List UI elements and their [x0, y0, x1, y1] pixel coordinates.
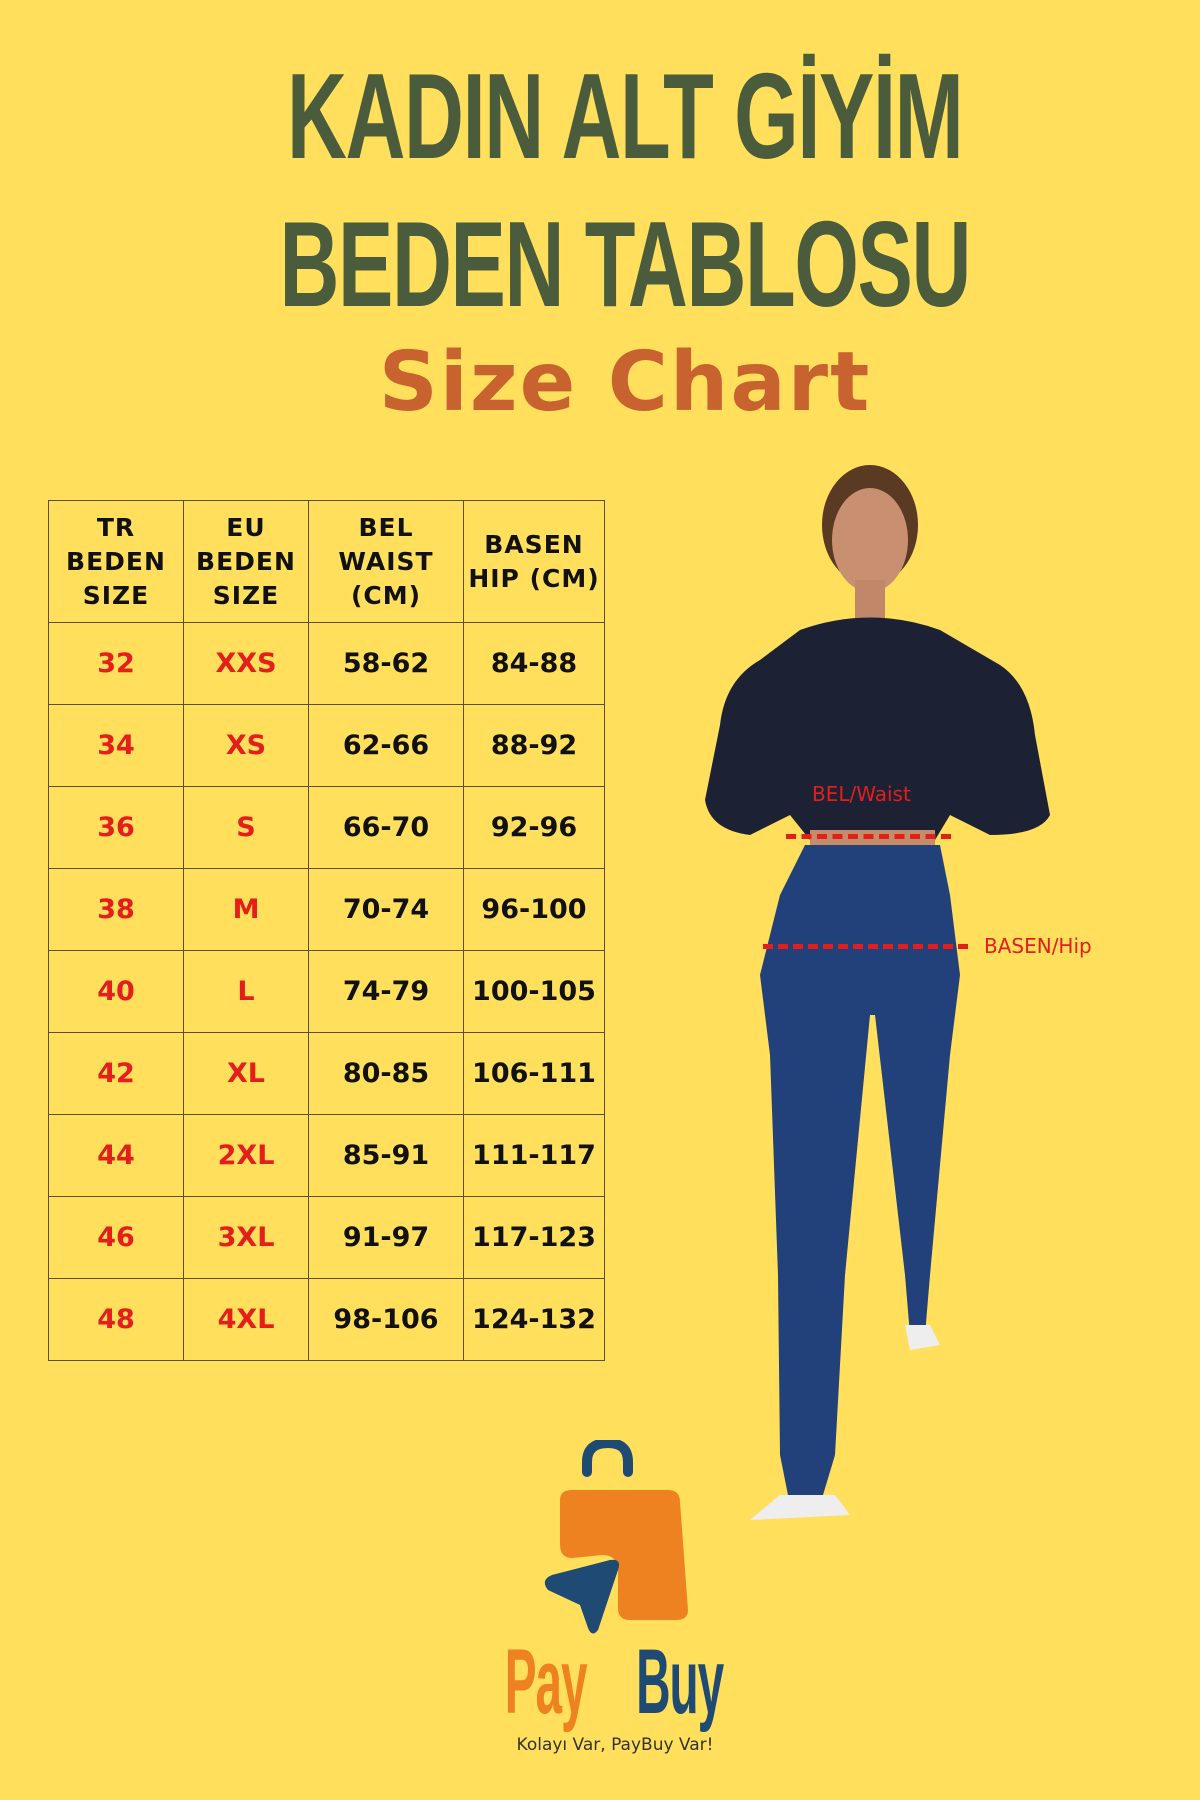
column-header: EU BEDEN SIZE — [183, 500, 309, 623]
brand-name: Pay Buy — [505, 1631, 725, 1733]
hoodie — [705, 617, 1050, 840]
column-header-line: SIZE — [212, 580, 280, 610]
table-cell: 40 — [48, 950, 184, 1033]
table-row: 34 XS 62-66 88-92 — [48, 704, 605, 787]
table-cell: 70-74 — [308, 868, 464, 951]
table-row: 44 2XL 85-91 111-117 — [48, 1114, 605, 1197]
column-header-line: EU — [226, 512, 266, 542]
jeans — [760, 845, 960, 1505]
table-cell: XL — [183, 1032, 309, 1115]
table-cell: 80-85 — [308, 1032, 464, 1115]
table-cell: 4XL — [183, 1278, 309, 1361]
table-cell: 106-111 — [463, 1032, 605, 1115]
shoes — [750, 1325, 940, 1520]
table-cell: 88-92 — [463, 704, 605, 787]
table-row: 46 3XL 91-97 117-123 — [48, 1196, 605, 1279]
table-cell: 96-100 — [463, 868, 605, 951]
table-cell: 74-79 — [308, 950, 464, 1033]
table-row: 38 M 70-74 96-100 — [48, 868, 605, 951]
hip-line — [763, 944, 968, 949]
table-row: 40 L 74-79 100-105 — [48, 950, 605, 1033]
table-row: 48 4XL 98-106 124-132 — [48, 1278, 605, 1361]
table-cell: L — [183, 950, 309, 1033]
waist-label: BEL/Waist — [812, 782, 911, 806]
waist-line — [786, 834, 951, 839]
brand-tagline: Kolayı Var, PayBuy Var! — [516, 1735, 714, 1755]
column-header-line: SIZE — [82, 580, 150, 610]
table-row: 32 XXS 58-62 84-88 — [48, 622, 605, 705]
column-header-line: HIP (CM) — [468, 563, 600, 593]
table-cell: 36 — [48, 786, 184, 869]
column-header: TR BEDEN SIZE — [48, 500, 184, 623]
paybuy-logo-icon — [544, 1440, 688, 1634]
title-line-2: BEDEN TABLOSU — [279, 196, 972, 332]
column-header-line: BEDEN — [196, 546, 296, 576]
table-cell: 34 — [48, 704, 184, 787]
table-cell: XS — [183, 704, 309, 787]
table-cell: 84-88 — [463, 622, 605, 705]
column-header: BEL WAIST (CM) — [308, 500, 464, 623]
table-cell: 62-66 — [308, 704, 464, 787]
table-cell: 85-91 — [308, 1114, 464, 1197]
table-cell: 92-96 — [463, 786, 605, 869]
column-header-line: (CM) — [350, 580, 422, 610]
table-cell: 2XL — [183, 1114, 309, 1197]
table-cell: 66-70 — [308, 786, 464, 869]
table-cell: 32 — [48, 622, 184, 705]
table-cell: 42 — [48, 1032, 184, 1115]
hip-label: BASEN/Hip — [984, 934, 1092, 958]
table-cell: 58-62 — [308, 622, 464, 705]
table-cell: 38 — [48, 868, 184, 951]
table-cell: 117-123 — [463, 1196, 605, 1279]
table-row: 42 XL 80-85 106-111 — [48, 1032, 605, 1115]
table-cell: 48 — [48, 1278, 184, 1361]
table-cell: M — [183, 868, 309, 951]
table-cell: XXS — [183, 622, 309, 705]
table-header-row: TR BEDEN SIZE EU BEDEN SIZE BEL WAIST (CM) BASEN H… — [48, 500, 605, 623]
model-image — [705, 465, 1050, 1520]
column-header-line: WAIST — [338, 546, 434, 576]
table-cell: 98-106 — [308, 1278, 464, 1361]
column-header: BASEN HIP (CM) — [463, 500, 605, 623]
table-cell: 46 — [48, 1196, 184, 1279]
table-row: 36 S 66-70 92-96 — [48, 786, 605, 869]
subtitle: Size Chart — [378, 335, 872, 430]
title-line-1: KADIN ALT GİYİM — [287, 48, 964, 184]
column-header-line: BEL — [358, 512, 414, 542]
table-cell: 91-97 — [308, 1196, 464, 1279]
column-header-line: BASEN — [484, 529, 584, 559]
table-cell: S — [183, 786, 309, 869]
table-cell: 111-117 — [463, 1114, 605, 1197]
column-header-line: TR — [96, 512, 136, 542]
table-cell: 124-132 — [463, 1278, 605, 1361]
table-cell: 100-105 — [463, 950, 605, 1033]
face — [832, 488, 908, 620]
table-cell: 44 — [48, 1114, 184, 1197]
column-header-line: BEDEN — [66, 546, 166, 576]
size-table: TR BEDEN SIZE EU BEDEN SIZE BEL WAIST (CM) BASEN H… — [48, 500, 605, 1361]
table-cell: 3XL — [183, 1196, 309, 1279]
